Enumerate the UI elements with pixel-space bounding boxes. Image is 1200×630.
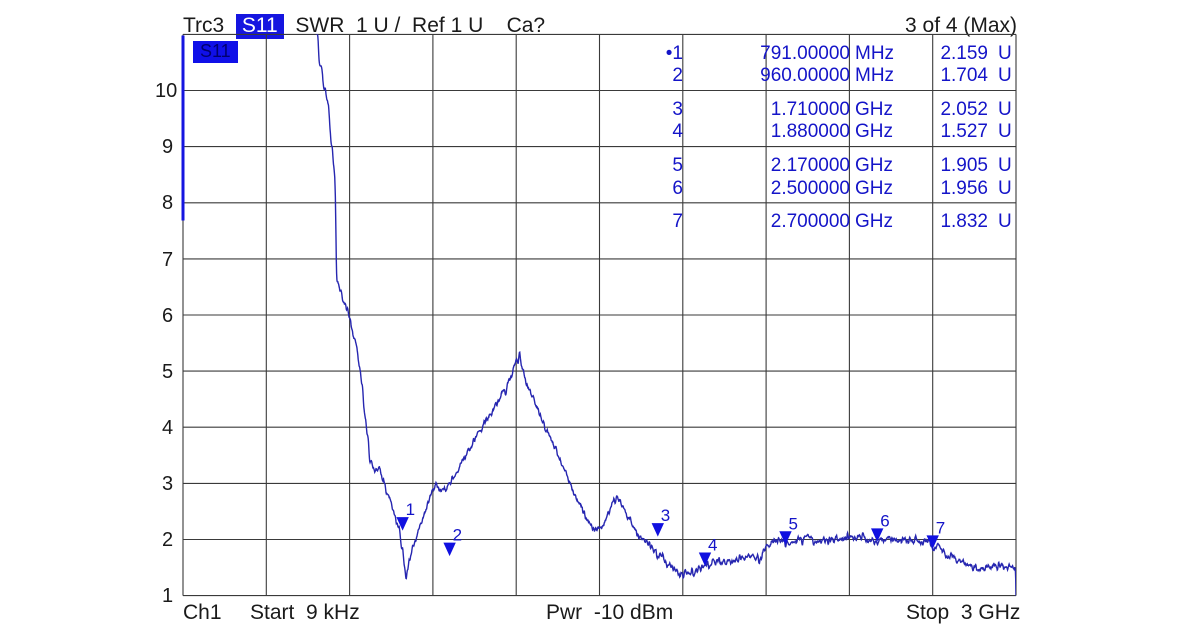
svg-text:7: 7 xyxy=(936,518,945,537)
svg-text:4: 4 xyxy=(708,536,717,555)
svg-text:3: 3 xyxy=(661,506,670,525)
svg-text:6: 6 xyxy=(880,511,889,530)
svg-text:2: 2 xyxy=(453,526,462,545)
svg-text:5: 5 xyxy=(789,514,798,533)
svg-text:1: 1 xyxy=(406,500,415,519)
